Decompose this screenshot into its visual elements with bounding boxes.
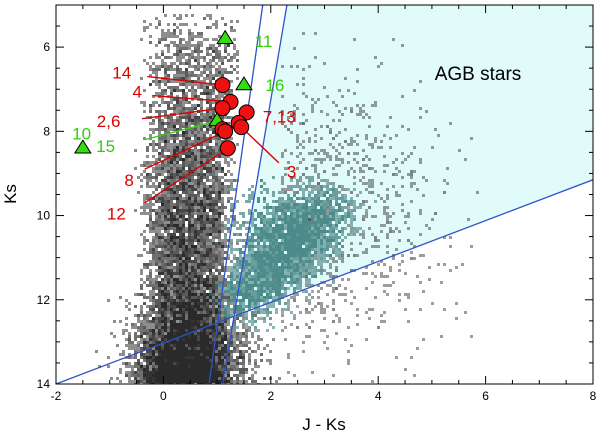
star-label-16: 16 xyxy=(265,76,284,95)
boundary-line-3 xyxy=(221,5,288,384)
star-field xyxy=(95,14,479,384)
star-marker-11 xyxy=(216,29,235,44)
boundary-line-1 xyxy=(56,179,593,384)
y-tick-label: 12 xyxy=(37,293,51,307)
star-marker-14 xyxy=(214,77,231,94)
label-leaders xyxy=(141,75,280,204)
x-tick-label: 0 xyxy=(160,389,167,403)
star-labels: 11 16 144 2,6 7,13 15 3 8 12 10 xyxy=(72,32,296,224)
star-label-2-6: 2,6 xyxy=(97,112,121,131)
star-marker-8 xyxy=(217,123,234,140)
star-label-15: 15 xyxy=(96,137,115,156)
star-label-3: 3 xyxy=(287,162,296,181)
y-tick-label: 14 xyxy=(37,377,51,391)
star-marker-10 xyxy=(73,139,92,154)
y-axis-ticks: 6 8 10 12 14 xyxy=(37,4,593,391)
leader-line-3 xyxy=(240,126,280,164)
region-label: AGB stars xyxy=(435,64,522,85)
star-label-11: 11 xyxy=(255,32,273,51)
leader-line-8 xyxy=(144,130,226,170)
x-tick-label: 2 xyxy=(267,389,274,403)
x-tick-label: 8 xyxy=(590,389,597,403)
boundary-lines xyxy=(56,5,593,384)
leader-line-4 xyxy=(152,94,231,103)
y-axis-title: Ks xyxy=(1,184,20,204)
x-axis-ticks: -2 0 2 4 6 8 xyxy=(51,5,597,403)
star-label-8: 8 xyxy=(124,171,133,190)
x-axis-title: J - Ks xyxy=(302,415,345,434)
star-label-10: 10 xyxy=(72,124,91,143)
x-tick-label: -2 xyxy=(51,389,62,403)
y-tick-label: 8 xyxy=(43,124,50,138)
star-label-14: 14 xyxy=(112,63,131,82)
star-markers xyxy=(73,29,255,157)
star-label-7-13: 7,13 xyxy=(263,108,296,127)
x-tick-label: 4 xyxy=(375,389,382,403)
leader-line-2-6 xyxy=(141,107,223,120)
y-tick-label: 10 xyxy=(37,209,51,223)
star-label-12: 12 xyxy=(107,204,126,223)
star-label-4: 4 xyxy=(132,82,141,101)
star-marker-2-6 xyxy=(214,100,231,117)
star-marker-3 xyxy=(233,119,250,136)
x-tick-label: 6 xyxy=(482,389,489,403)
leader-line-15 xyxy=(144,120,218,141)
star-marker-7-13 xyxy=(238,104,255,121)
star-marker-16 xyxy=(235,76,253,91)
leader-line-14 xyxy=(147,75,223,86)
leader-line-12 xyxy=(144,147,229,204)
star-marker-12 xyxy=(219,140,236,157)
boundary-line-2 xyxy=(208,5,264,384)
y-tick-label: 6 xyxy=(43,40,50,54)
